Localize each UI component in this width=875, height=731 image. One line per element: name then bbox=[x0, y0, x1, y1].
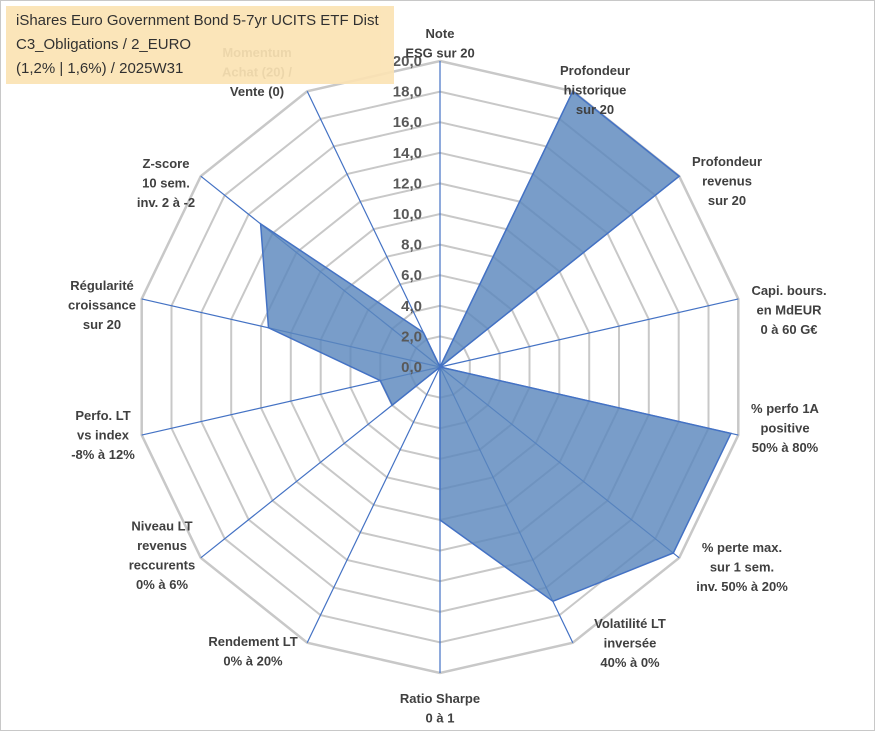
axis-spoke bbox=[306, 91, 441, 368]
axis-spoke bbox=[306, 366, 441, 643]
tick-label: 4,0 bbox=[401, 298, 422, 315]
tick-label: 2,0 bbox=[401, 328, 422, 345]
axis-label: % perfo 1A positive 50% à 80% bbox=[751, 401, 820, 455]
series-area bbox=[259, 90, 732, 603]
tick-label: 18,0 bbox=[393, 84, 422, 101]
axis-label: Niveau LT revenus reccurents 0% à 6% bbox=[129, 518, 195, 592]
chart-title-line-1: iShares Euro Government Bond 5-7yr UCITS… bbox=[16, 12, 379, 29]
axis-label: Z-score 10 sem. inv. 2 à -2 bbox=[137, 156, 195, 210]
chart-title-line-3: (1,2% | 1,6%) / 2025W31 bbox=[16, 60, 184, 77]
axis-label: Profondeur historique sur 20 bbox=[560, 63, 630, 117]
tick-label: 10,0 bbox=[393, 206, 422, 223]
axis-label: Ratio Sharpe 0 à 1 bbox=[400, 691, 480, 726]
axis-label: Volatilité LT inversée 40% à 0% bbox=[594, 616, 666, 670]
tick-label: 20,0 bbox=[393, 53, 422, 70]
axis-label: Profondeur revenus sur 20 bbox=[692, 154, 762, 208]
axis-label: Rendement LT 0% à 20% bbox=[208, 634, 297, 669]
axis-label: Régularité croissance sur 20 bbox=[68, 278, 136, 332]
tick-label: 8,0 bbox=[401, 237, 422, 254]
radial-tick-labels: 0,0 2,0 4,0 6,0 8,0 10,0 12,0 14,0 16,0 18,0 20,0 bbox=[393, 53, 422, 376]
tick-label: 16,0 bbox=[393, 114, 422, 131]
chart-title-line-2: C3_Obligations / 2_EURO bbox=[16, 36, 192, 53]
axis-labels: Note ESG sur 20 Profondeur historique sur 20… bbox=[68, 26, 827, 726]
tick-label: 12,0 bbox=[393, 175, 422, 192]
tick-label: 0,0 bbox=[401, 359, 422, 376]
title-box: iShares Euro Government Bond 5-7yr UCITS… bbox=[6, 6, 394, 84]
tick-label: 6,0 bbox=[401, 267, 422, 284]
axis-label: Capi. bours. en MdEUR 0 à 60 G€ bbox=[751, 283, 826, 337]
tick-label: 14,0 bbox=[393, 145, 422, 162]
axis-spoke bbox=[439, 298, 739, 368]
axis-label: Note ESG sur 20 bbox=[405, 26, 474, 61]
axis-label: % perte max. sur 1 sem. inv. 50% à 20% bbox=[696, 540, 788, 594]
axis-label: Perfo. LT vs index -8% à 12% bbox=[71, 408, 135, 462]
